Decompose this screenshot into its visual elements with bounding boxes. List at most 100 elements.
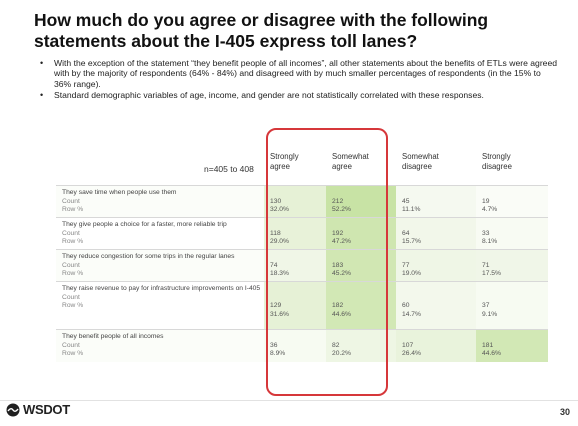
cell-percent: 9.1% (482, 310, 498, 318)
bullet-text: With the exception of the statement “the… (54, 58, 558, 89)
statement-text: They give people a choice for a faster, … (62, 221, 227, 228)
statement-text: They benefit people of all incomes (62, 333, 164, 340)
statement-text: They save time when people use them (62, 189, 177, 196)
cell-percent: 15.7% (402, 238, 421, 246)
col-header-strongly-agree: Strongly agree (270, 152, 299, 171)
row-label: They reduce congestion for some trips in… (62, 253, 262, 279)
table-cell: 212 52.2% (326, 186, 396, 218)
bullet-icon: • (40, 58, 44, 68)
count-label: Count (62, 293, 80, 301)
bullet-text: Standard demographic variables of age, i… (54, 90, 484, 101)
cell-percent: 19.0% (402, 270, 421, 278)
cell-percent: 31.6% (270, 310, 289, 318)
table-row: They give people a choice for a faster, … (56, 217, 548, 250)
rowpct-label: Row % (62, 270, 84, 278)
table-cell: 129 31.6% (264, 282, 326, 330)
cell-count: 129 (270, 302, 282, 310)
cell-percent: 14.7% (402, 310, 421, 318)
cell-percent: 29.0% (270, 238, 289, 246)
count-label: Count (62, 229, 80, 237)
cell-percent: 47.2% (332, 238, 351, 246)
logo-text: WSDOT (23, 402, 70, 417)
cell-count: 192 (332, 229, 344, 237)
bullet-icon: • (40, 90, 44, 101)
cell-percent: 26.4% (402, 350, 421, 358)
cell-count: 77 (402, 261, 410, 269)
cell-percent: 44.6% (482, 350, 501, 358)
page-number: 30 (559, 407, 570, 417)
cell-count: 82 (332, 341, 340, 349)
table-cell: 82 20.2% (326, 330, 396, 362)
table-cell: 45 11.1% (396, 186, 476, 218)
wsdot-logo: WSDOT (6, 402, 70, 417)
rowpct-label: Row % (62, 350, 84, 358)
statement-text: They reduce congestion for some trips in… (62, 253, 235, 260)
row-label: They benefit people of all incomes Count R… (62, 333, 262, 359)
table-cell: 37 9.1% (476, 282, 548, 330)
cell-percent: 11.1% (402, 206, 421, 214)
count-label: Count (62, 197, 80, 205)
cell-count: 183 (332, 261, 344, 269)
agree-highlight-outline (266, 128, 388, 396)
table-cell: 118 29.0% (264, 218, 326, 250)
table-cell: 19 4.7% (476, 186, 548, 218)
cell-percent: 44.6% (332, 310, 351, 318)
cell-count: 107 (402, 341, 414, 349)
cell-count: 36 (270, 341, 278, 349)
col-header-strongly-disagree: Strongly disagree (482, 152, 512, 171)
wsdot-logo-icon (6, 403, 20, 416)
row-label: They give people a choice for a faster, … (62, 221, 262, 247)
cell-count: 64 (402, 229, 410, 237)
table-row: They save time when people use them Count… (56, 185, 548, 218)
cell-count: 45 (402, 197, 410, 205)
table-cell: 36 8.9% (264, 330, 326, 362)
cell-percent: 8.1% (482, 238, 498, 246)
table-cell: 107 26.4% (396, 330, 476, 362)
cell-count: 118 (270, 229, 281, 237)
table-cell: 33 8.1% (476, 218, 548, 250)
rowpct-label: Row % (62, 206, 84, 214)
cell-percent: 17.5% (482, 270, 501, 278)
cell-percent: 45.2% (332, 270, 351, 278)
table-cell: 183 45.2% (326, 250, 396, 282)
table-cell: 71 17.5% (476, 250, 548, 282)
cell-percent: 18.3% (270, 270, 289, 278)
cell-count: 37 (482, 302, 490, 310)
table-header: n=405 to 408 Strongly agree Somewhat agree… (56, 147, 548, 185)
count-label: Count (62, 261, 80, 269)
footer-divider (0, 400, 578, 401)
statement-text: They raise revenue to pay for infrastruc… (62, 285, 261, 292)
bullet-item: • Standard demographic variables of age, … (38, 90, 558, 100)
count-label: Count (62, 341, 80, 349)
table-cell: 60 14.7% (396, 282, 476, 330)
table-cell: 192 47.2% (326, 218, 396, 250)
table-cell: 64 15.7% (396, 218, 476, 250)
sample-size-label: n=405 to 408 (204, 164, 254, 174)
table-cell: 181 44.6% (476, 330, 548, 362)
row-label: They save time when people use them Count… (62, 189, 262, 215)
cell-count: 60 (402, 302, 410, 310)
cell-percent: 52.2% (332, 206, 351, 214)
col-header-somewhat-disagree: Somewhat disagree (402, 152, 439, 171)
cell-count: 74 (270, 261, 278, 269)
bullet-list: • With the exception of the statement “th… (38, 58, 558, 102)
table-cell: 130 32.0% (264, 186, 326, 218)
table-cell: 74 18.3% (264, 250, 326, 282)
table-cell: 77 19.0% (396, 250, 476, 282)
bullet-item: • With the exception of the statement “th… (38, 58, 558, 89)
cell-percent: 4.7% (482, 206, 498, 214)
cell-count: 182 (332, 302, 344, 310)
cell-count: 71 (482, 261, 490, 269)
cell-count: 130 (270, 197, 282, 205)
slide-title: How much do you agree or disagree with t… (34, 10, 489, 51)
cell-count: 212 (332, 197, 344, 205)
row-label: They raise revenue to pay for infrastruc… (62, 285, 262, 311)
col-header-somewhat-agree: Somewhat agree (332, 152, 369, 171)
cell-percent: 8.9% (270, 350, 286, 358)
cell-count: 19 (482, 197, 490, 205)
cell-percent: 20.2% (332, 350, 351, 358)
cell-count: 181 (482, 341, 494, 349)
table-row: They benefit people of all incomes Count R… (56, 329, 548, 362)
cell-percent: 32.0% (270, 206, 289, 214)
rowpct-label: Row % (62, 302, 84, 310)
